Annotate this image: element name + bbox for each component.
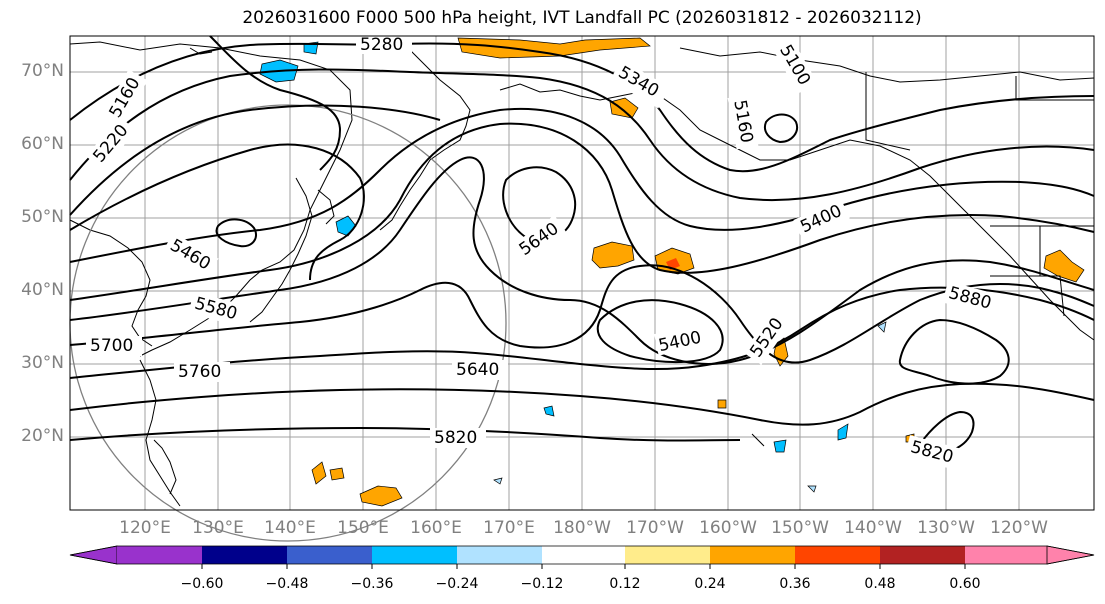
ivt-positive-patch [717, 399, 727, 409]
ivt-negative-patch [773, 439, 787, 453]
lat-label: 40°N [21, 280, 64, 300]
colorbar-segment [795, 546, 880, 564]
colorbar-segment [287, 546, 372, 564]
colorbar-tick-label: −0.48 [265, 576, 309, 592]
ivt-negative-patch [543, 405, 555, 417]
lon-label: 140°W [844, 518, 902, 538]
contour-label: 5700 [90, 336, 133, 356]
lon-label: 150°E [337, 518, 389, 538]
lon-label: 170°E [483, 518, 535, 538]
contour-label: 5820 [434, 428, 477, 448]
colorbar-segment [1046, 545, 1095, 565]
lon-label: 120°W [990, 518, 1048, 538]
lat-label: 30°N [21, 353, 64, 373]
colorbar-segment [372, 546, 457, 564]
ivt-negative-patch [837, 423, 849, 441]
colorbar-segment [457, 546, 542, 564]
colorbar-tick-label: −0.36 [350, 576, 394, 592]
colorbar-segment [710, 546, 795, 564]
lon-label: 160°E [410, 518, 462, 538]
colorbar-segment [625, 546, 710, 564]
colorbar-tick-label: 0.48 [864, 576, 896, 592]
ivt-positive-patch [329, 467, 345, 481]
lon-label: 160°W [699, 518, 757, 538]
ivt-positive-patch [457, 37, 651, 59]
colorbar-tick-label: 0.24 [694, 576, 726, 592]
ivt-negative-patch [303, 41, 319, 55]
colorbar-tick-label: 0.36 [779, 576, 811, 592]
colorbar-tick-label: −0.60 [180, 576, 224, 592]
colorbar-segment [965, 546, 1047, 564]
map-border [69, 35, 1095, 511]
ivt-negative-patch [807, 485, 817, 493]
colorbar-segment [542, 546, 625, 564]
lat-label: 70°N [21, 61, 64, 81]
lon-label: 130°W [917, 518, 975, 538]
colorbar-tick-label: 0.60 [949, 576, 981, 592]
lon-label: 140°E [264, 518, 316, 538]
colorbar-outline [69, 545, 1095, 565]
page-title: 2026031600 F000 500 hPa height, IVT Land… [242, 8, 922, 28]
lon-label: 120°E [119, 518, 171, 538]
lat-label: 50°N [21, 207, 64, 227]
colorbar-tick-label: 0.12 [609, 576, 641, 592]
ivt-positive-patch [359, 485, 403, 507]
colorbar-tick-label: −0.24 [435, 576, 479, 592]
lon-label: 180°W [553, 518, 611, 538]
ivt-negative-patch [493, 477, 503, 485]
contour-label: 5280 [360, 35, 403, 55]
ivt-positive-patch [609, 97, 639, 119]
lon-label: 150°W [771, 518, 829, 538]
ivt-negative-patch [877, 321, 887, 333]
lat-label: 60°N [21, 134, 64, 154]
lon-label: 130°E [192, 518, 244, 538]
colorbar-segment [202, 546, 287, 564]
lon-label: 170°W [626, 518, 684, 538]
colorbar-segment [69, 545, 118, 565]
contour-label: 5760 [178, 362, 221, 382]
ivt-positive-patch [591, 241, 635, 269]
contour-label: 5640 [456, 360, 499, 380]
ivt-positive-patch [1043, 249, 1085, 283]
lat-label: 20°N [21, 426, 64, 446]
colorbar-tick-label: −0.12 [520, 576, 564, 592]
ivt-shading [259, 37, 1085, 507]
map-panel: 5280 5340 5100 5160 5160 5220 5400 5460 … [69, 34, 1095, 542]
colorbar-segment [117, 546, 202, 564]
colorbar-segment [880, 546, 965, 564]
ivt-positive-patch [311, 461, 327, 485]
colorbar [69, 545, 1095, 569]
